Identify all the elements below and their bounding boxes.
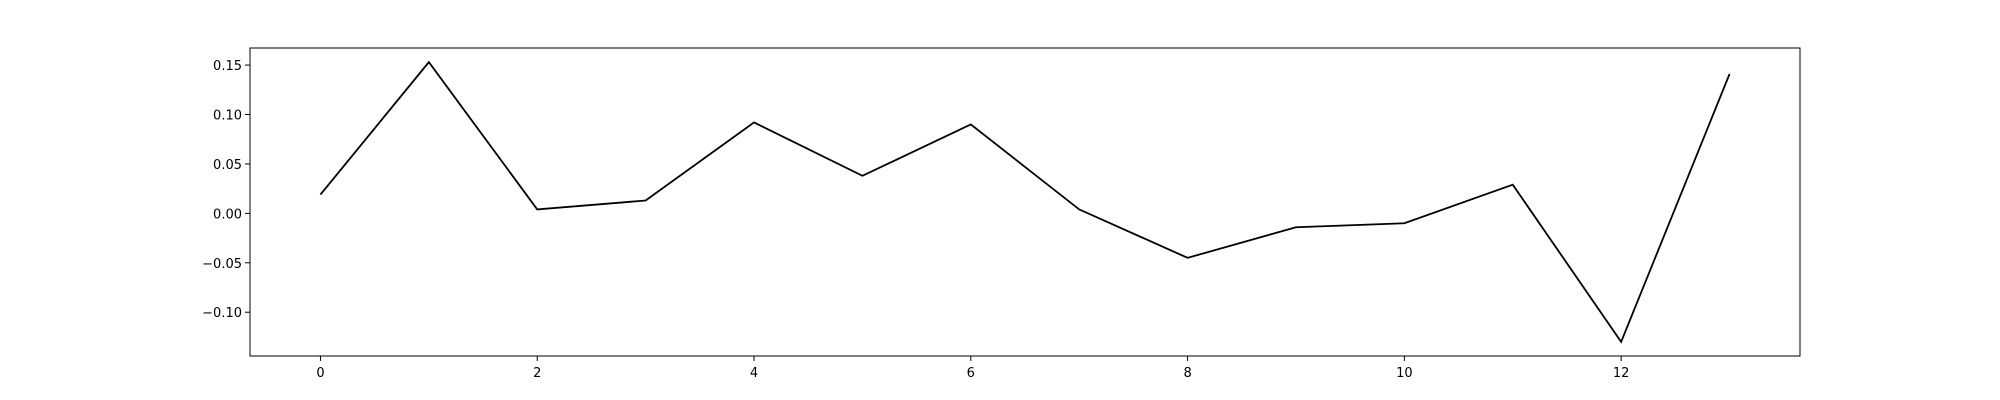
x-tick-label: 4 xyxy=(750,366,758,381)
x-tick-label: 8 xyxy=(1183,366,1191,381)
x-tick-label: 12 xyxy=(1613,366,1630,381)
y-tick-label: −0.05 xyxy=(202,257,242,272)
series-group xyxy=(319,60,1731,344)
x-axis: 0 2 4 6 8 10 12 xyxy=(316,356,1629,381)
y-axis: −0.10 −0.05 0.00 0.05 0.10 0.15 xyxy=(202,59,250,321)
x-tick-label: 0 xyxy=(316,366,324,381)
x-tick-label: 6 xyxy=(967,366,975,381)
y-tick-label: 0.05 xyxy=(213,158,242,173)
y-tick-label: −0.10 xyxy=(202,306,242,321)
series-line xyxy=(319,60,1731,344)
plot-frame xyxy=(249,47,1801,357)
x-tick-label: 10 xyxy=(1396,366,1413,381)
plot-area-background xyxy=(250,48,1800,356)
y-tick-label: 0.10 xyxy=(213,109,242,124)
x-tick-label: 2 xyxy=(533,366,541,381)
y-tick-label: 0.15 xyxy=(213,59,242,74)
y-tick-label: 0.00 xyxy=(213,207,242,222)
